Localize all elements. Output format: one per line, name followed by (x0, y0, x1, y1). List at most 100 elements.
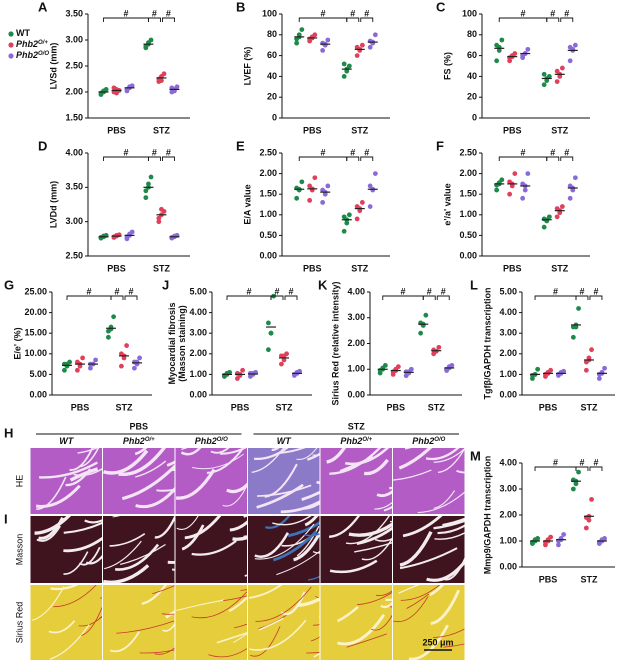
data-point (143, 195, 149, 201)
data-point (602, 365, 607, 371)
tissue-streak (63, 551, 89, 575)
y-tick-label: 3.00 (499, 328, 517, 338)
tissue-streak (312, 624, 320, 626)
data-point (159, 206, 164, 212)
data-point (436, 344, 442, 350)
legend-sup: O/+ (38, 40, 48, 46)
data-point (567, 195, 573, 201)
tissue-streak (303, 533, 320, 537)
x-tick-label: STZ (116, 402, 134, 412)
data-point (294, 40, 300, 46)
data-point (224, 370, 230, 376)
sig-mark: # (441, 286, 446, 296)
tissue-streak (184, 516, 222, 540)
tissue-streak (156, 488, 175, 492)
sig-bracket (382, 295, 424, 300)
y-axis-label-line: Myocardial fibrosis (167, 302, 177, 384)
y-tick-label: 5.00 (189, 286, 207, 296)
data-point (576, 469, 581, 475)
tissue-streak (254, 523, 315, 560)
tissue-streak (115, 543, 160, 571)
data-point (354, 216, 360, 222)
y-tick-label: 0 (272, 112, 277, 122)
tissue-streak (304, 516, 319, 527)
tissue-streak (251, 448, 285, 474)
tissue-streak (234, 623, 247, 629)
data-point (266, 320, 271, 326)
sig-mark: # (364, 8, 369, 18)
sig-mark: # (320, 8, 325, 18)
y-tick-label: 80 (467, 29, 477, 39)
panel-letter: D (38, 138, 47, 153)
x-tick-label: PBS (503, 125, 522, 135)
tissue-streak (374, 537, 392, 542)
image-bg (175, 585, 247, 660)
sig-mark: # (553, 286, 558, 296)
y-axis-label: e'/a' value (442, 183, 452, 225)
tissue-streak (442, 517, 465, 526)
column-name: Phb2 (195, 436, 217, 446)
histology-image (393, 516, 465, 583)
x-tick-label: PBS (539, 574, 558, 584)
image-bg (175, 516, 247, 583)
panel-letter: F (436, 138, 444, 153)
tissue-streak (49, 624, 90, 660)
sig-bracket (560, 17, 574, 22)
legend-marker (8, 53, 14, 59)
y-tick-label: 3.50 (65, 182, 83, 192)
panel-letter: K (318, 277, 328, 292)
sig-bracket (161, 156, 175, 161)
tissue-streak (171, 467, 175, 471)
data-point (266, 347, 271, 353)
sig-bracket (534, 295, 577, 300)
y-axis-label: Mmp9/GAPDH transcription (482, 456, 492, 575)
tissue-streak (39, 461, 98, 479)
sig-bracket (589, 466, 603, 471)
y-tick-label: 1.50 (459, 189, 477, 199)
tissue-streak (258, 617, 284, 631)
tissue-streak (250, 626, 281, 657)
y-tick-label: 2.50 (65, 250, 83, 260)
column-sup: O/+ (362, 437, 372, 443)
tissue-streak (271, 448, 280, 452)
data-point (522, 187, 528, 193)
tissue-streak (433, 490, 456, 509)
tissue-streak (312, 550, 320, 554)
tissue-streak (313, 652, 320, 658)
tissue-streak (398, 585, 420, 594)
sig-bracket (103, 17, 149, 22)
tissue-streak (77, 448, 99, 454)
y-tick-label: 1.50 (65, 112, 83, 122)
sig-bracket (560, 156, 574, 161)
data-point (106, 328, 111, 334)
sig-bracket (498, 156, 548, 161)
tissue-streak (208, 648, 247, 658)
sig-mark: # (579, 457, 584, 467)
tissue-streak (249, 585, 283, 599)
tissue-streak (254, 532, 289, 558)
tissue-streak (393, 596, 429, 623)
tissue-streak (69, 448, 94, 471)
column-label: Phb2O/+ (340, 436, 372, 446)
histology-image (30, 516, 102, 583)
column-label: WT (59, 436, 74, 446)
tissue-streak (296, 597, 320, 608)
tissue-streak (73, 467, 102, 477)
y-tick-label: 40 (267, 71, 277, 81)
tissue-streak (232, 632, 247, 644)
image-content (103, 585, 175, 660)
image-content (103, 448, 175, 514)
y-tick-label: 10.00 (24, 348, 47, 358)
x-tick-label: PBS (71, 402, 90, 412)
sig-mark: # (320, 147, 325, 157)
tissue-streak (385, 598, 392, 601)
image-content (393, 448, 465, 514)
tissue-streak (304, 500, 320, 510)
y-axis-label: Tgfβ/GAPDH transcription (482, 288, 492, 400)
tissue-streak (139, 649, 175, 654)
y-tick-label: 2.00 (347, 338, 365, 348)
tissue-streak (134, 448, 148, 456)
tissue-streak (399, 531, 433, 567)
tissue-streak (393, 469, 432, 481)
data-point (172, 233, 177, 239)
